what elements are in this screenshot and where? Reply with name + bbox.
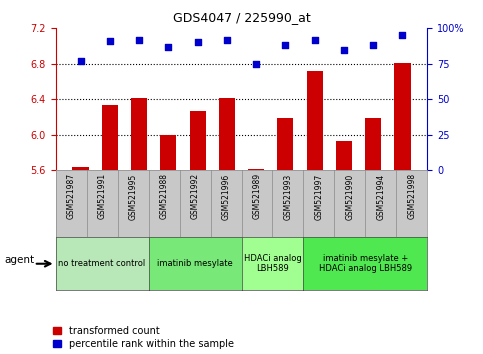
- Point: [164, 44, 172, 50]
- Text: GSM521988: GSM521988: [159, 173, 169, 219]
- Text: GSM521995: GSM521995: [128, 173, 138, 219]
- Bar: [160, 135, 176, 170]
- Bar: [277, 118, 294, 170]
- Bar: [219, 98, 235, 170]
- Bar: [248, 169, 264, 170]
- Bar: [365, 118, 381, 170]
- Point: [194, 40, 201, 45]
- Point: [106, 38, 114, 44]
- Text: GSM521994: GSM521994: [376, 173, 385, 219]
- Point: [223, 37, 231, 42]
- Point: [369, 42, 377, 48]
- Bar: [131, 98, 147, 170]
- Bar: [336, 141, 352, 170]
- Point: [340, 47, 348, 52]
- Text: agent: agent: [5, 255, 35, 265]
- Point: [252, 61, 260, 67]
- Text: GSM521989: GSM521989: [253, 173, 261, 219]
- Text: no treatment control: no treatment control: [58, 259, 146, 268]
- Bar: [102, 105, 118, 170]
- Bar: [395, 63, 411, 170]
- Text: GSM521998: GSM521998: [408, 173, 416, 219]
- Point: [311, 37, 319, 42]
- Text: GSM521997: GSM521997: [314, 173, 324, 219]
- Text: GDS4047 / 225990_at: GDS4047 / 225990_at: [172, 11, 311, 24]
- Text: GSM521993: GSM521993: [284, 173, 293, 219]
- Point: [282, 42, 289, 48]
- Text: GSM521990: GSM521990: [345, 173, 355, 219]
- Bar: [189, 110, 206, 170]
- Point: [398, 33, 406, 38]
- Bar: [307, 71, 323, 170]
- Legend: transformed count, percentile rank within the sample: transformed count, percentile rank withi…: [53, 326, 234, 349]
- Text: imatinib mesylate: imatinib mesylate: [157, 259, 233, 268]
- Text: GSM521987: GSM521987: [67, 173, 75, 219]
- Text: HDACi analog
LBH589: HDACi analog LBH589: [243, 254, 301, 273]
- Text: GSM521992: GSM521992: [190, 173, 199, 219]
- Text: GSM521996: GSM521996: [222, 173, 230, 219]
- Point: [135, 37, 143, 42]
- Bar: [72, 167, 88, 170]
- Text: imatinib mesylate +
HDACi analog LBH589: imatinib mesylate + HDACi analog LBH589: [319, 254, 412, 273]
- Point: [77, 58, 85, 64]
- Text: GSM521991: GSM521991: [98, 173, 107, 219]
